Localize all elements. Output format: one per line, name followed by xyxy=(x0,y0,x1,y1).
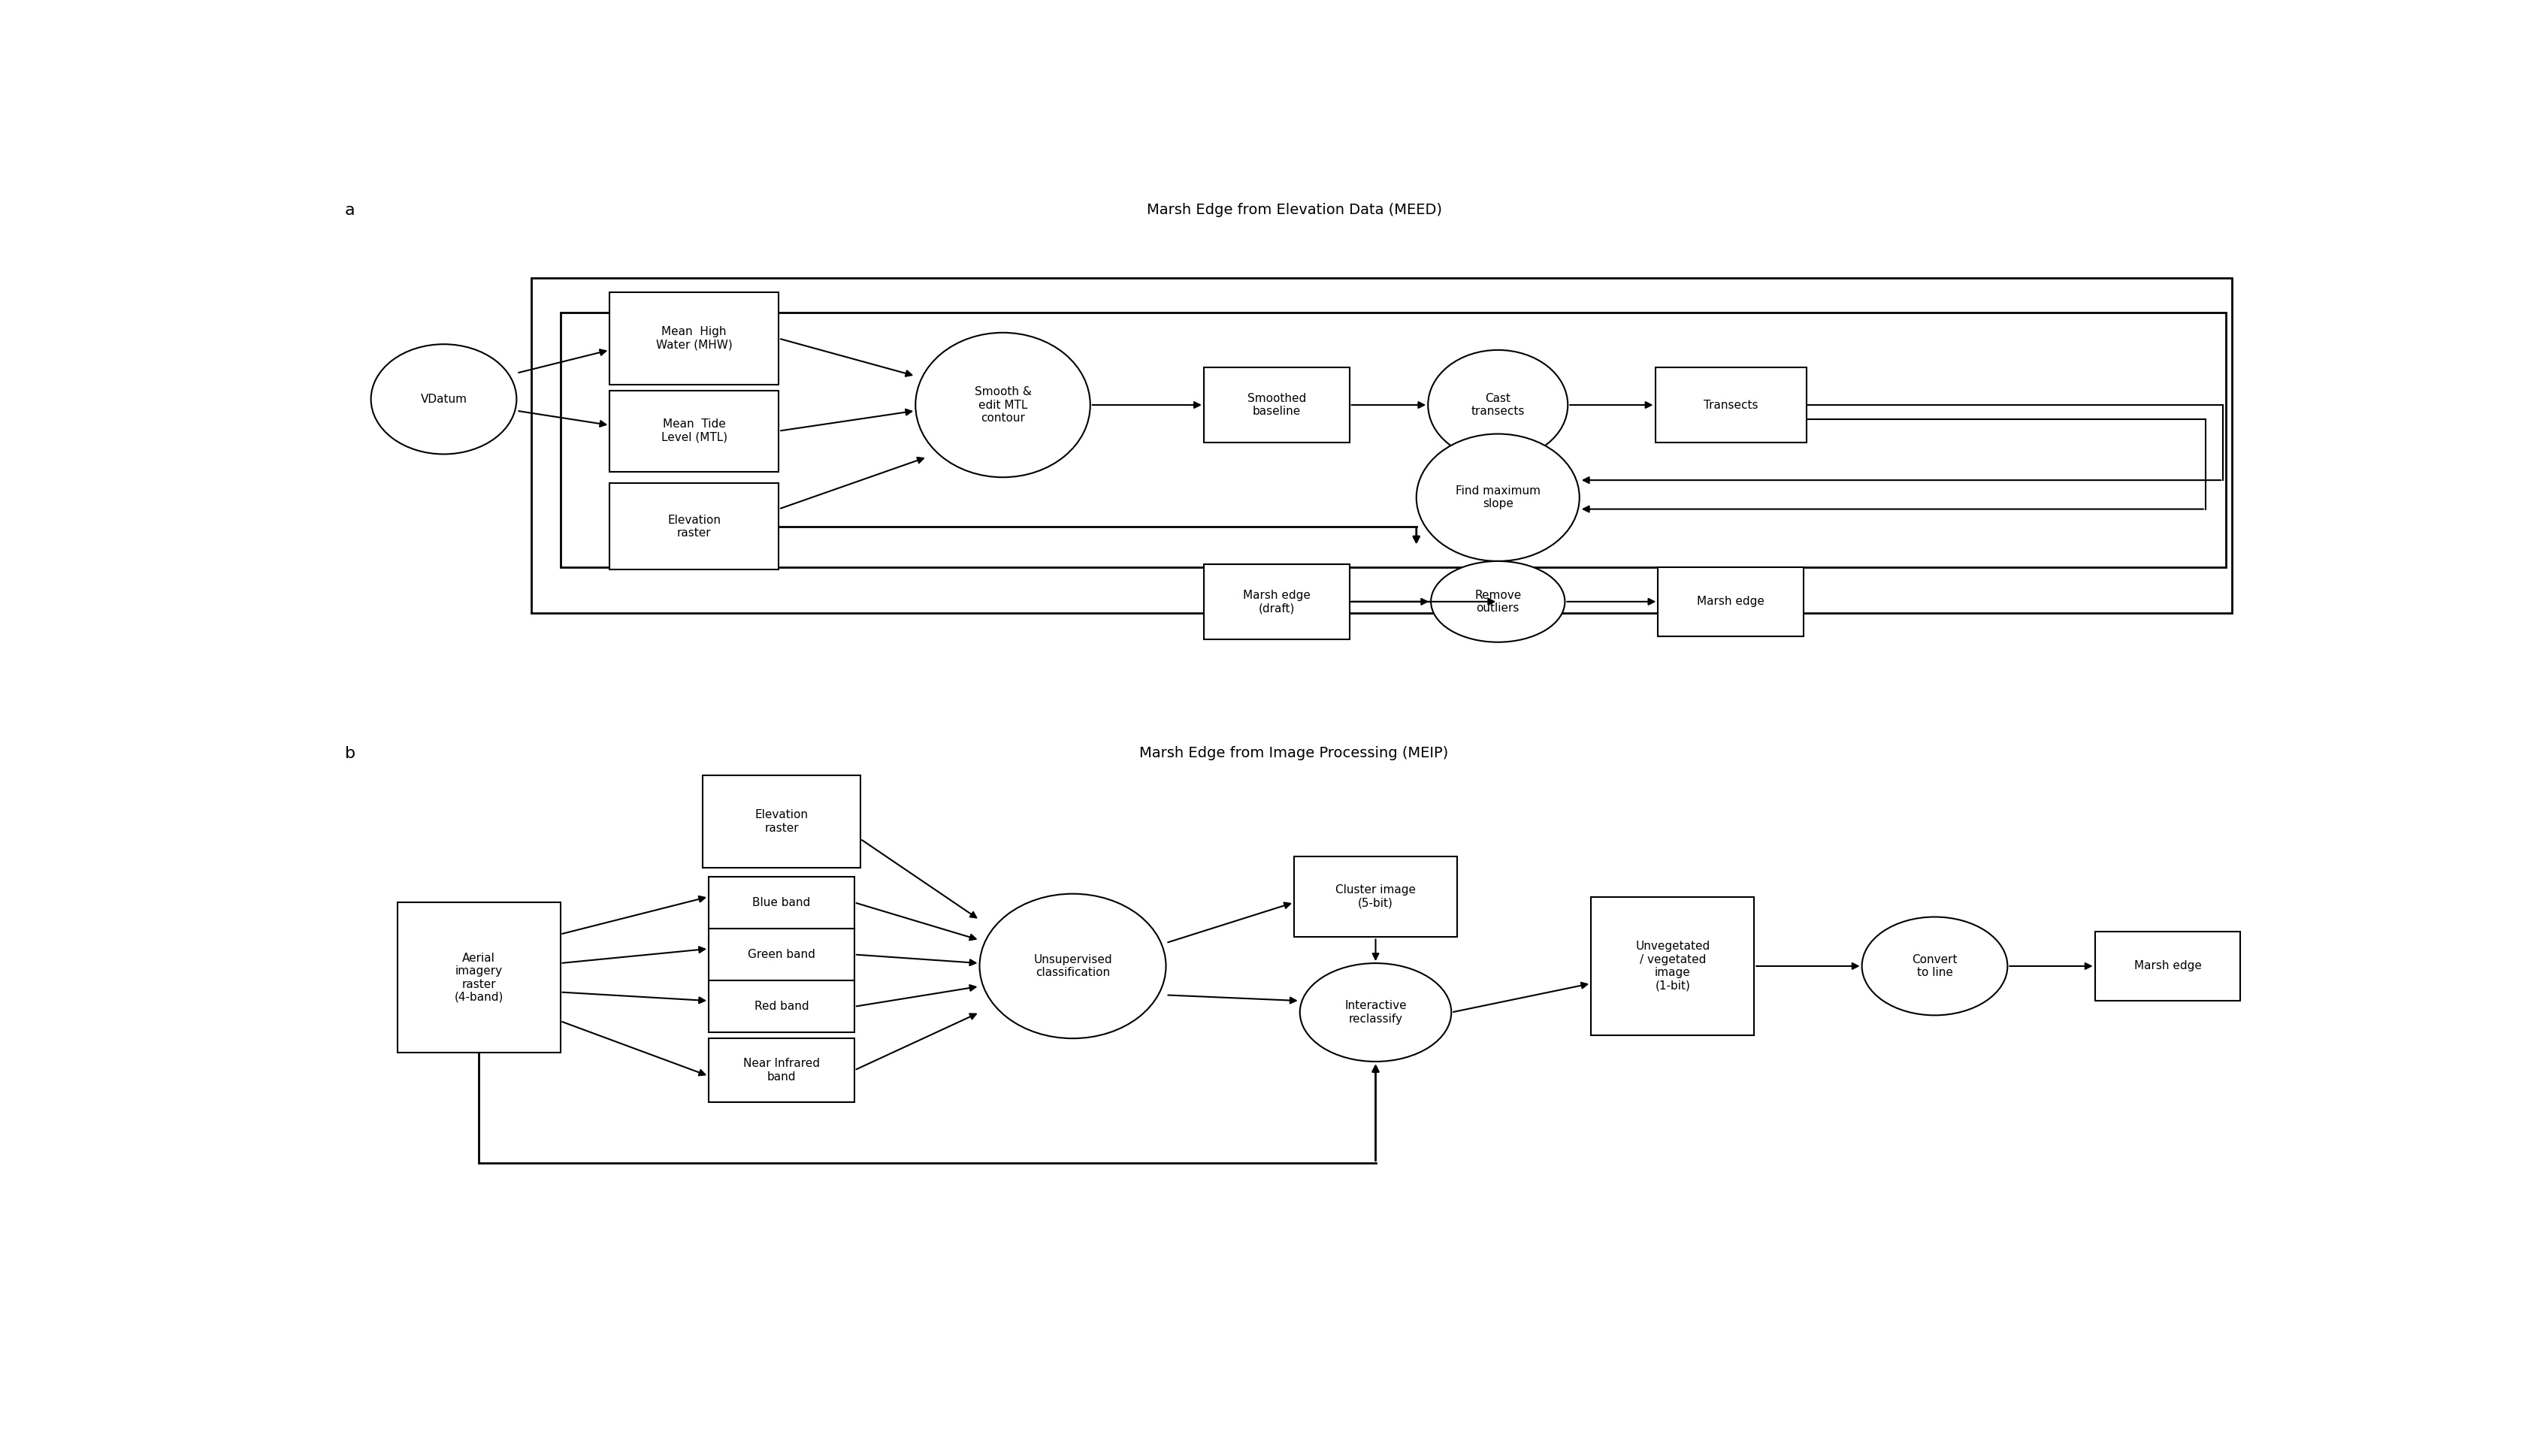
Text: Remove
outliers: Remove outliers xyxy=(1475,590,1520,614)
FancyBboxPatch shape xyxy=(702,775,861,868)
Ellipse shape xyxy=(1417,434,1581,561)
Text: b: b xyxy=(346,747,356,761)
Text: Blue band: Blue band xyxy=(752,897,811,909)
Text: Convert
to line: Convert to line xyxy=(1911,954,1957,978)
Text: Transects: Transects xyxy=(1704,399,1757,411)
FancyBboxPatch shape xyxy=(1295,856,1457,938)
Text: Cast
transects: Cast transects xyxy=(1472,393,1525,416)
FancyBboxPatch shape xyxy=(396,903,561,1053)
Text: Mean  Tide
Level (MTL): Mean Tide Level (MTL) xyxy=(662,419,727,443)
Ellipse shape xyxy=(1429,349,1568,460)
Text: Near Infrared
band: Near Infrared band xyxy=(742,1059,821,1082)
Text: Find maximum
slope: Find maximum slope xyxy=(1454,485,1540,510)
Text: Mean  High
Water (MHW): Mean High Water (MHW) xyxy=(656,326,732,351)
FancyBboxPatch shape xyxy=(1656,367,1805,443)
Text: Marsh Edge from Image Processing (MEIP): Marsh Edge from Image Processing (MEIP) xyxy=(1139,747,1449,760)
FancyBboxPatch shape xyxy=(1659,566,1803,636)
Text: Smooth &
edit MTL
contour: Smooth & edit MTL contour xyxy=(975,386,1030,424)
Ellipse shape xyxy=(1861,917,2007,1015)
Ellipse shape xyxy=(980,894,1167,1038)
Text: Elevation
raster: Elevation raster xyxy=(755,810,808,834)
Ellipse shape xyxy=(1300,964,1452,1061)
FancyBboxPatch shape xyxy=(609,293,778,384)
Text: Marsh Edge from Elevation Data (MEED): Marsh Edge from Elevation Data (MEED) xyxy=(1146,202,1442,217)
FancyBboxPatch shape xyxy=(710,877,853,929)
Ellipse shape xyxy=(371,344,518,454)
Ellipse shape xyxy=(1432,561,1565,642)
Text: VDatum: VDatum xyxy=(422,393,467,405)
Text: Marsh edge
(draft): Marsh edge (draft) xyxy=(1242,590,1310,614)
Text: Unsupervised
classification: Unsupervised classification xyxy=(1033,954,1111,978)
FancyBboxPatch shape xyxy=(710,980,853,1032)
FancyBboxPatch shape xyxy=(561,313,2227,566)
FancyBboxPatch shape xyxy=(1204,563,1348,639)
FancyBboxPatch shape xyxy=(710,1038,853,1102)
Text: Red band: Red band xyxy=(755,1000,808,1012)
Text: Cluster image
(5-bit): Cluster image (5-bit) xyxy=(1336,884,1417,909)
Text: Marsh edge: Marsh edge xyxy=(2134,961,2202,971)
FancyBboxPatch shape xyxy=(1204,367,1348,443)
FancyBboxPatch shape xyxy=(609,483,778,569)
Text: Marsh edge: Marsh edge xyxy=(1697,596,1765,607)
Text: a: a xyxy=(346,202,356,217)
Text: Elevation
raster: Elevation raster xyxy=(667,514,720,539)
FancyBboxPatch shape xyxy=(609,390,778,472)
FancyBboxPatch shape xyxy=(530,278,2232,613)
FancyBboxPatch shape xyxy=(1591,897,1755,1035)
Text: Unvegetated
/ vegetated
image
(1-bit): Unvegetated / vegetated image (1-bit) xyxy=(1636,941,1709,992)
FancyBboxPatch shape xyxy=(2096,932,2240,1000)
Text: Green band: Green band xyxy=(747,949,816,960)
FancyBboxPatch shape xyxy=(710,929,853,980)
Text: Aerial
imagery
raster
(4-band): Aerial imagery raster (4-band) xyxy=(454,952,502,1003)
Ellipse shape xyxy=(917,332,1091,478)
Text: Interactive
reclassify: Interactive reclassify xyxy=(1343,1000,1406,1025)
Text: Smoothed
baseline: Smoothed baseline xyxy=(1247,393,1305,416)
